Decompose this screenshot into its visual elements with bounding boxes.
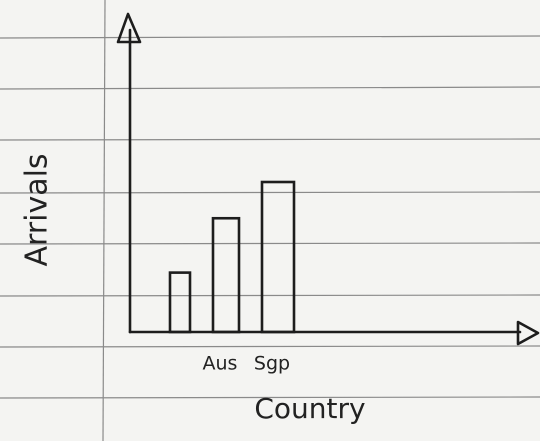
bar — [168, 271, 192, 334]
bar — [260, 180, 296, 334]
x-tick-label: Aus — [203, 353, 238, 375]
bar — [211, 216, 241, 334]
y-axis-label: Arrivals — [20, 153, 55, 266]
axes — [116, 12, 540, 346]
x-axis-label: Country — [254, 392, 365, 425]
x-tick-label: Sgp — [254, 353, 290, 375]
